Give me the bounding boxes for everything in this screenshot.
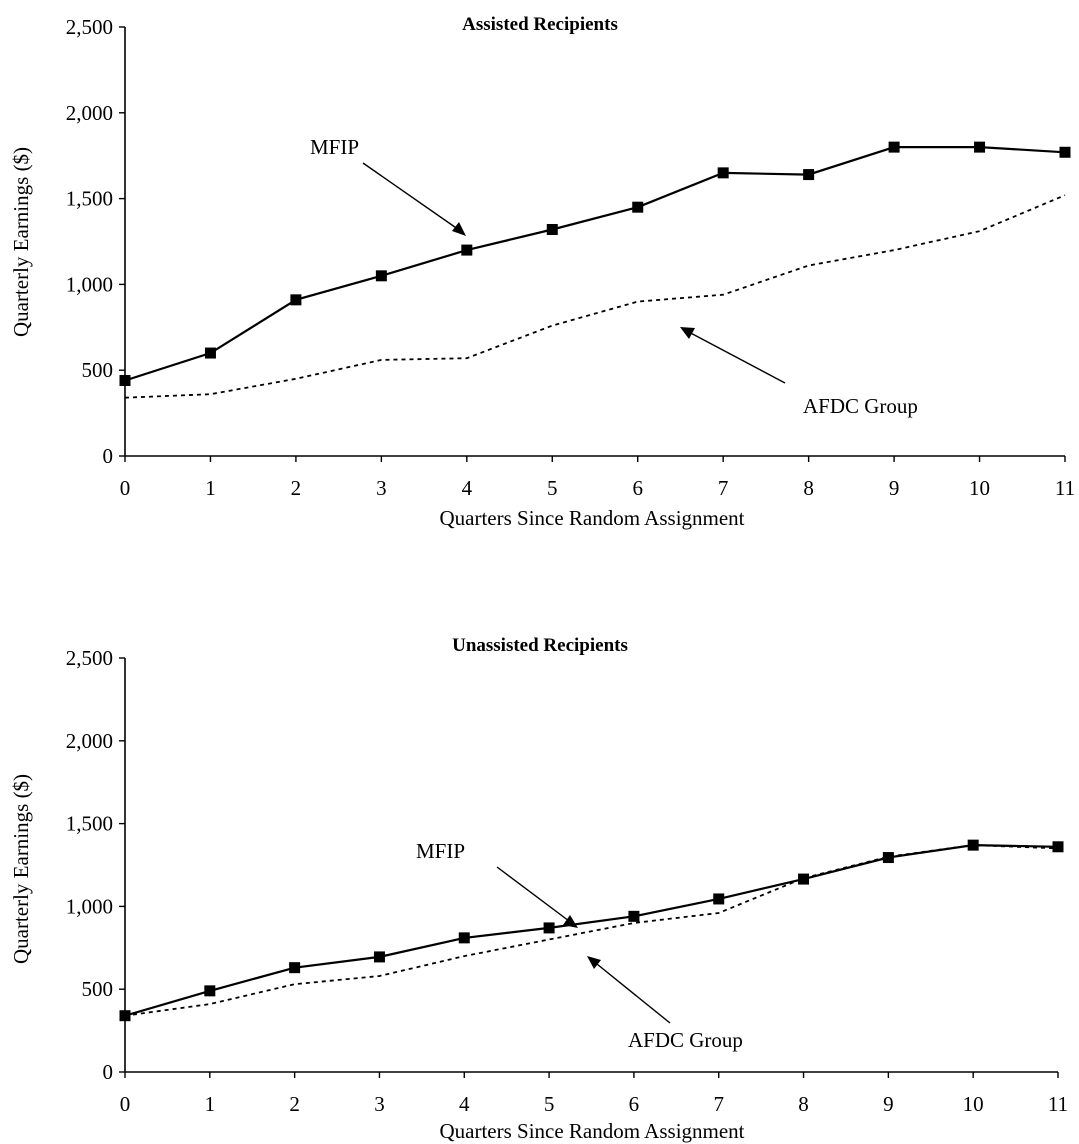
x-tick-label: 6 (629, 1092, 640, 1116)
x-tick-label: 5 (544, 1092, 555, 1116)
mfip-point (713, 893, 725, 905)
x-tick-label: 3 (376, 476, 387, 500)
x-tick-label: 11 (1055, 476, 1075, 500)
y-tick-label: 2,000 (66, 101, 113, 125)
mfip-point (967, 839, 979, 851)
mfip-point (632, 201, 644, 213)
y-tick-label: 500 (82, 358, 114, 382)
mfip-arrowhead (452, 222, 466, 236)
axes: 0 500 1,000 1,500 2,000 2,500 0 1 2 3 4 5 6 7 8 9 10 11 (66, 646, 1068, 1116)
mfip-point (373, 951, 385, 963)
chart-unassisted-recipients: Unassisted Recipients Quarterly Earnings… (9, 635, 1068, 1143)
afdc-annotation-arrow (591, 959, 671, 1024)
x-tick-label: 0 (120, 1092, 131, 1116)
mfip-point (289, 962, 301, 974)
annotation-layer: MFIP AFDC Group (416, 839, 743, 1052)
y-tick-label: 1,500 (66, 812, 113, 836)
afdc-group-series-line (124, 844, 1059, 1017)
y-tick-label: 500 (82, 977, 114, 1001)
mfip-point (974, 141, 986, 153)
afdc-arrowhead (680, 327, 695, 339)
x-tick-label: 6 (632, 476, 643, 500)
y-axis-label: Quarterly Earnings ($) (9, 774, 33, 964)
mfip-arrowhead (563, 915, 578, 928)
afdc-group-series-line (124, 194, 1066, 399)
mfip-point (290, 294, 302, 306)
mfip-annotation-arrow (362, 162, 463, 233)
x-tick-label: 4 (459, 1092, 470, 1116)
x-tick-label: 5 (547, 476, 558, 500)
y-axis-label: Quarterly Earnings ($) (9, 147, 33, 337)
series-layer (119, 839, 1064, 1022)
y-tick-label: 2,500 (66, 646, 113, 670)
mfip-point (1052, 841, 1064, 853)
y-tick-label: 2,000 (66, 729, 113, 753)
mfip-point (888, 141, 900, 153)
y-tick-label: 1,500 (66, 187, 113, 211)
mfip-point (543, 922, 555, 934)
axes: 0 500 1,000 1,500 2,000 2,500 0 1 2 3 4 5 6 7 8 9 10 11 (66, 15, 1075, 500)
x-tick-label: 1 (205, 1092, 216, 1116)
y-tick-label: 1,000 (66, 272, 113, 296)
x-tick-label: 0 (120, 476, 131, 500)
x-tick-label: 1 (205, 476, 216, 500)
mfip-point (204, 347, 216, 359)
mfip-point (119, 1010, 131, 1022)
annotation-layer: MFIP AFDC Group (310, 135, 918, 418)
mfip-point (546, 223, 558, 235)
mfip-series-line (124, 843, 1059, 1017)
mfip-point (803, 169, 815, 181)
mfip-annotation: MFIP (416, 839, 465, 863)
y-tick-label: 0 (103, 1060, 114, 1084)
x-tick-label: 11 (1048, 1092, 1068, 1116)
mfip-point (798, 873, 810, 885)
mfip-series-line (124, 146, 1066, 382)
y-tick-label: 1,000 (66, 894, 113, 918)
mfip-point (882, 852, 894, 864)
x-tick-label: 2 (291, 476, 302, 500)
afdc-annotation: AFDC Group (628, 1028, 743, 1052)
x-tick-label: 4 (462, 476, 473, 500)
x-tick-label: 2 (289, 1092, 300, 1116)
mfip-point (119, 374, 131, 386)
x-axis-label: Quarters Since Random Assignment (439, 506, 744, 530)
x-tick-label: 8 (803, 476, 814, 500)
x-tick-label: 8 (798, 1092, 809, 1116)
y-tick-label: 2,500 (66, 15, 113, 39)
x-tick-label: 9 (889, 476, 900, 500)
mfip-point (1059, 146, 1071, 158)
x-tick-label: 9 (883, 1092, 894, 1116)
x-axis-label: Quarters Since Random Assignment (439, 1119, 744, 1143)
afdc-annotation: AFDC Group (803, 394, 918, 418)
afdc-annotation-arrow (684, 329, 786, 384)
afdc-arrowhead (587, 956, 601, 969)
x-tick-label: 7 (713, 1092, 724, 1116)
mfip-point (458, 932, 470, 944)
chart-assisted-recipients: Assisted Recipients Quarterly Earnings (… (9, 14, 1075, 530)
x-tick-label: 3 (374, 1092, 385, 1116)
x-tick-label: 10 (963, 1092, 984, 1116)
series-layer (119, 141, 1071, 399)
mfip-point (204, 985, 216, 997)
mfip-point (461, 244, 473, 256)
mfip-point (717, 167, 729, 179)
x-tick-label: 10 (969, 476, 990, 500)
mfip-point (628, 910, 640, 922)
mfip-point (375, 270, 387, 282)
y-tick-label: 0 (103, 444, 114, 468)
mfip-annotation-arrow (496, 866, 574, 925)
x-tick-label: 7 (718, 476, 729, 500)
chart-title: Unassisted Recipients (452, 635, 628, 656)
chart-title: Assisted Recipients (462, 14, 618, 35)
mfip-annotation: MFIP (310, 135, 359, 159)
